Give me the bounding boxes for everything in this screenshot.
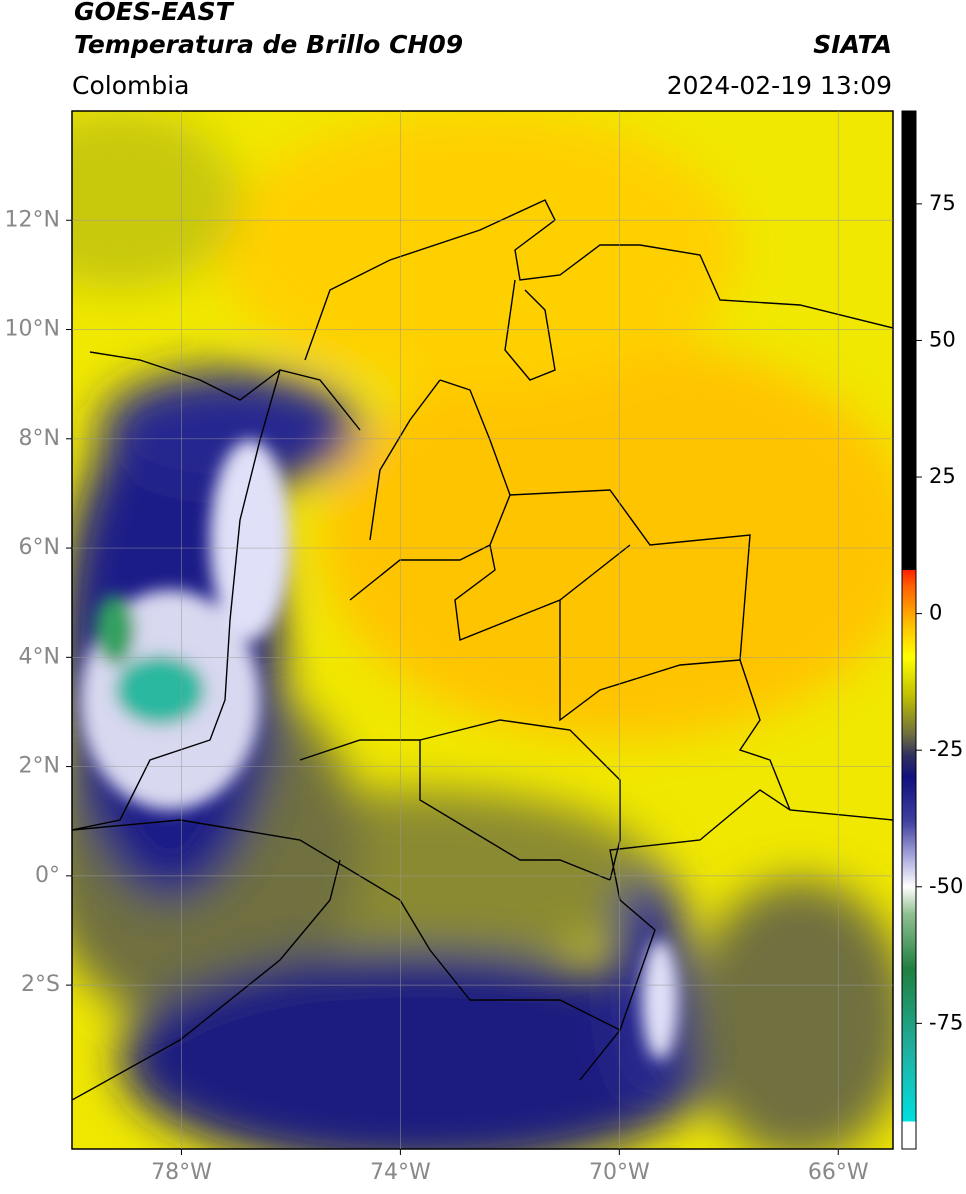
colorbar-tick-label: 75	[929, 191, 956, 215]
lat-tick-label: 10°N	[5, 317, 60, 342]
lat-tick-label: 8°N	[19, 426, 60, 451]
lat-tick-label: 12°N	[5, 207, 60, 232]
colorbar-tick-label: 0	[929, 601, 942, 625]
colorbar-tick-label: -75	[929, 1010, 963, 1034]
colorbar-tick-label: -25	[929, 737, 963, 761]
lat-tick-label: 2°N	[19, 754, 60, 779]
datetime: 2024-02-19 13:09	[667, 71, 892, 100]
colorbar	[901, 110, 917, 1150]
colorbar-tick-label: -50	[929, 874, 963, 898]
lon-tick-label: 74°W	[370, 1160, 431, 1185]
product: Temperatura de Brillo CH09	[74, 30, 463, 59]
colorbar-tick-label: 50	[929, 327, 956, 351]
source: SIATA	[813, 30, 892, 59]
lon-tick-label: 70°W	[589, 1160, 650, 1185]
lon-tick-label: 78°W	[151, 1160, 212, 1185]
region: Colombia	[72, 71, 189, 100]
lat-tick-label: 4°N	[19, 644, 60, 669]
lat-tick-label: 2°S	[21, 972, 60, 997]
lon-tick-label: 66°W	[808, 1160, 869, 1185]
satellite-image	[72, 111, 893, 1149]
map-frame	[71, 110, 894, 1150]
satellite: GOES-EAST	[74, 0, 235, 26]
lat-tick-label: 0°	[35, 863, 60, 888]
lat-tick-label: 6°N	[19, 535, 60, 560]
colorbar-tick-label: 25	[929, 464, 956, 488]
